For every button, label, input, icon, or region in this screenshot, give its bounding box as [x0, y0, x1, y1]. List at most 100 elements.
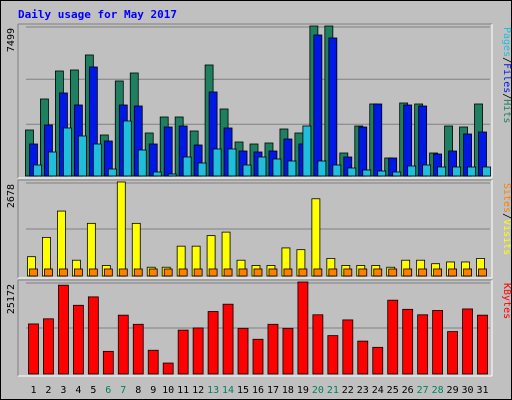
bar-pages-day-24	[377, 170, 387, 177]
bar-sites-day-20	[313, 268, 323, 277]
bar-sites-day-14	[223, 268, 233, 277]
bar-sites-day-6	[103, 268, 113, 277]
bar-sites-day-12	[193, 268, 203, 277]
bar-kbytes-day-8	[132, 323, 144, 375]
bar-kbytes-day-4	[72, 304, 84, 375]
bar-kbytes-day-3	[58, 284, 69, 375]
bar-sites-day-3	[59, 268, 68, 277]
x-tick-label-day-18: 18	[282, 385, 294, 396]
bar-files-day-9	[148, 143, 158, 177]
x-tick-label-day-27: 27	[417, 385, 429, 396]
bar-kbytes-day-12	[192, 327, 204, 375]
panel-2: 2678 Sites/Visits	[6, 179, 512, 279]
bar-visits-day-7	[116, 181, 126, 277]
bar-kbytes-day-14	[222, 303, 234, 375]
bar-pages-day-29	[452, 166, 461, 177]
bar-pages-day-20	[317, 160, 327, 177]
bar-sites-day-4	[73, 268, 83, 277]
bar-sites-day-21	[328, 268, 338, 277]
x-tick-label-day-12: 12	[192, 385, 204, 396]
bar-kbytes-day-7	[117, 314, 129, 375]
bar-kbytes-day-13	[207, 311, 219, 375]
bar-pages-day-8	[137, 149, 147, 177]
x-tick-label-day-26: 26	[402, 385, 414, 396]
chart-title: Daily usage for May 2017	[18, 8, 177, 21]
bar-pages-day-16	[257, 156, 267, 177]
x-tick-label-day-7: 7	[120, 385, 126, 396]
bar-kbytes-day-9	[147, 349, 159, 375]
bar-pages-day-27	[422, 164, 432, 177]
bar-sites-day-31	[478, 268, 487, 277]
bar-pages-day-5	[92, 143, 102, 177]
x-tick-label-day-3: 3	[60, 385, 66, 396]
bar-pages-day-19	[302, 125, 312, 177]
legend-entry: Pages	[501, 27, 512, 57]
x-tick-label-day-20: 20	[312, 385, 324, 396]
panel-1-max-label: 7499	[6, 28, 17, 52]
bar-visits-day-8	[131, 222, 141, 277]
bar-pages-day-14	[227, 148, 237, 177]
bar-sites-day-30	[463, 268, 472, 277]
bar-files-day-21	[328, 37, 338, 177]
bar-sites-day-9	[148, 268, 158, 277]
legend-entry: /	[501, 213, 512, 219]
bar-sites-day-2	[44, 268, 53, 277]
bar-visits-day-20	[311, 198, 321, 277]
bar-sites-day-13	[208, 268, 218, 277]
x-tick-label-day-15: 15	[237, 385, 249, 396]
x-tick-label-day-4: 4	[75, 385, 81, 396]
bar-pages-day-22	[347, 167, 357, 177]
bar-pages-day-28	[437, 166, 447, 177]
bar-sites-day-18	[283, 268, 293, 277]
bar-files-day-10	[163, 126, 173, 177]
bar-sites-day-7	[118, 268, 128, 277]
x-tick-label-day-2: 2	[45, 385, 51, 396]
panel-1-legend: Pages/Files/Hits	[501, 27, 512, 123]
bar-files-day-20	[313, 34, 323, 177]
x-tick-label-day-30: 30	[462, 385, 474, 396]
bar-files-day-24	[373, 103, 383, 177]
bar-kbytes-day-28	[432, 310, 444, 375]
panel-2-max-label: 2678	[6, 184, 17, 208]
bar-kbytes-day-25	[387, 299, 399, 375]
x-tick-label-day-28: 28	[432, 385, 444, 396]
bar-pages-day-1	[33, 164, 42, 177]
bar-kbytes-day-21	[327, 335, 339, 375]
bar-sites-day-1	[29, 268, 38, 277]
bar-kbytes-day-16	[252, 338, 264, 375]
x-tick-label-day-13: 13	[207, 385, 219, 396]
bar-sites-day-15	[238, 268, 248, 277]
bar-sites-day-19	[298, 268, 308, 277]
legend-entry: /	[501, 57, 512, 63]
panel-3: 25172 KBytes	[6, 279, 512, 377]
panel-2-legend: Sites/Visits	[501, 183, 512, 255]
panel-1: 7499 Pages/Files/Hits	[6, 23, 512, 179]
bar-files-day-26	[403, 104, 413, 177]
x-tick-label-day-29: 29	[447, 385, 459, 396]
bar-kbytes-day-27	[417, 314, 429, 375]
bar-kbytes-day-31	[477, 314, 488, 375]
x-tick-label-day-8: 8	[135, 385, 141, 396]
bar-kbytes-day-24	[372, 346, 384, 375]
x-tick-label-day-5: 5	[90, 385, 96, 396]
x-tick-label-day-10: 10	[162, 385, 174, 396]
bar-pages-day-25	[392, 171, 402, 177]
panel-3-max-label: 25172	[6, 284, 17, 314]
bar-kbytes-day-20	[312, 314, 324, 375]
bar-kbytes-day-10	[162, 362, 174, 375]
x-tick-label-day-6: 6	[105, 385, 111, 396]
x-tick-label-day-19: 19	[297, 385, 309, 396]
bar-sites-day-24	[373, 268, 383, 277]
bar-sites-day-25	[388, 268, 398, 277]
legend-entry: Visits	[501, 219, 512, 255]
legend-entry: /	[501, 93, 512, 99]
bar-sites-day-10	[163, 268, 173, 277]
x-tick-label-day-9: 9	[150, 385, 156, 396]
x-tick-label-day-24: 24	[372, 385, 384, 396]
bar-sites-day-26	[403, 268, 413, 277]
legend-entry: KBytes	[501, 283, 512, 319]
bar-pages-day-11	[182, 156, 192, 177]
bar-kbytes-day-19	[297, 281, 309, 375]
bar-pages-day-6	[107, 168, 117, 177]
